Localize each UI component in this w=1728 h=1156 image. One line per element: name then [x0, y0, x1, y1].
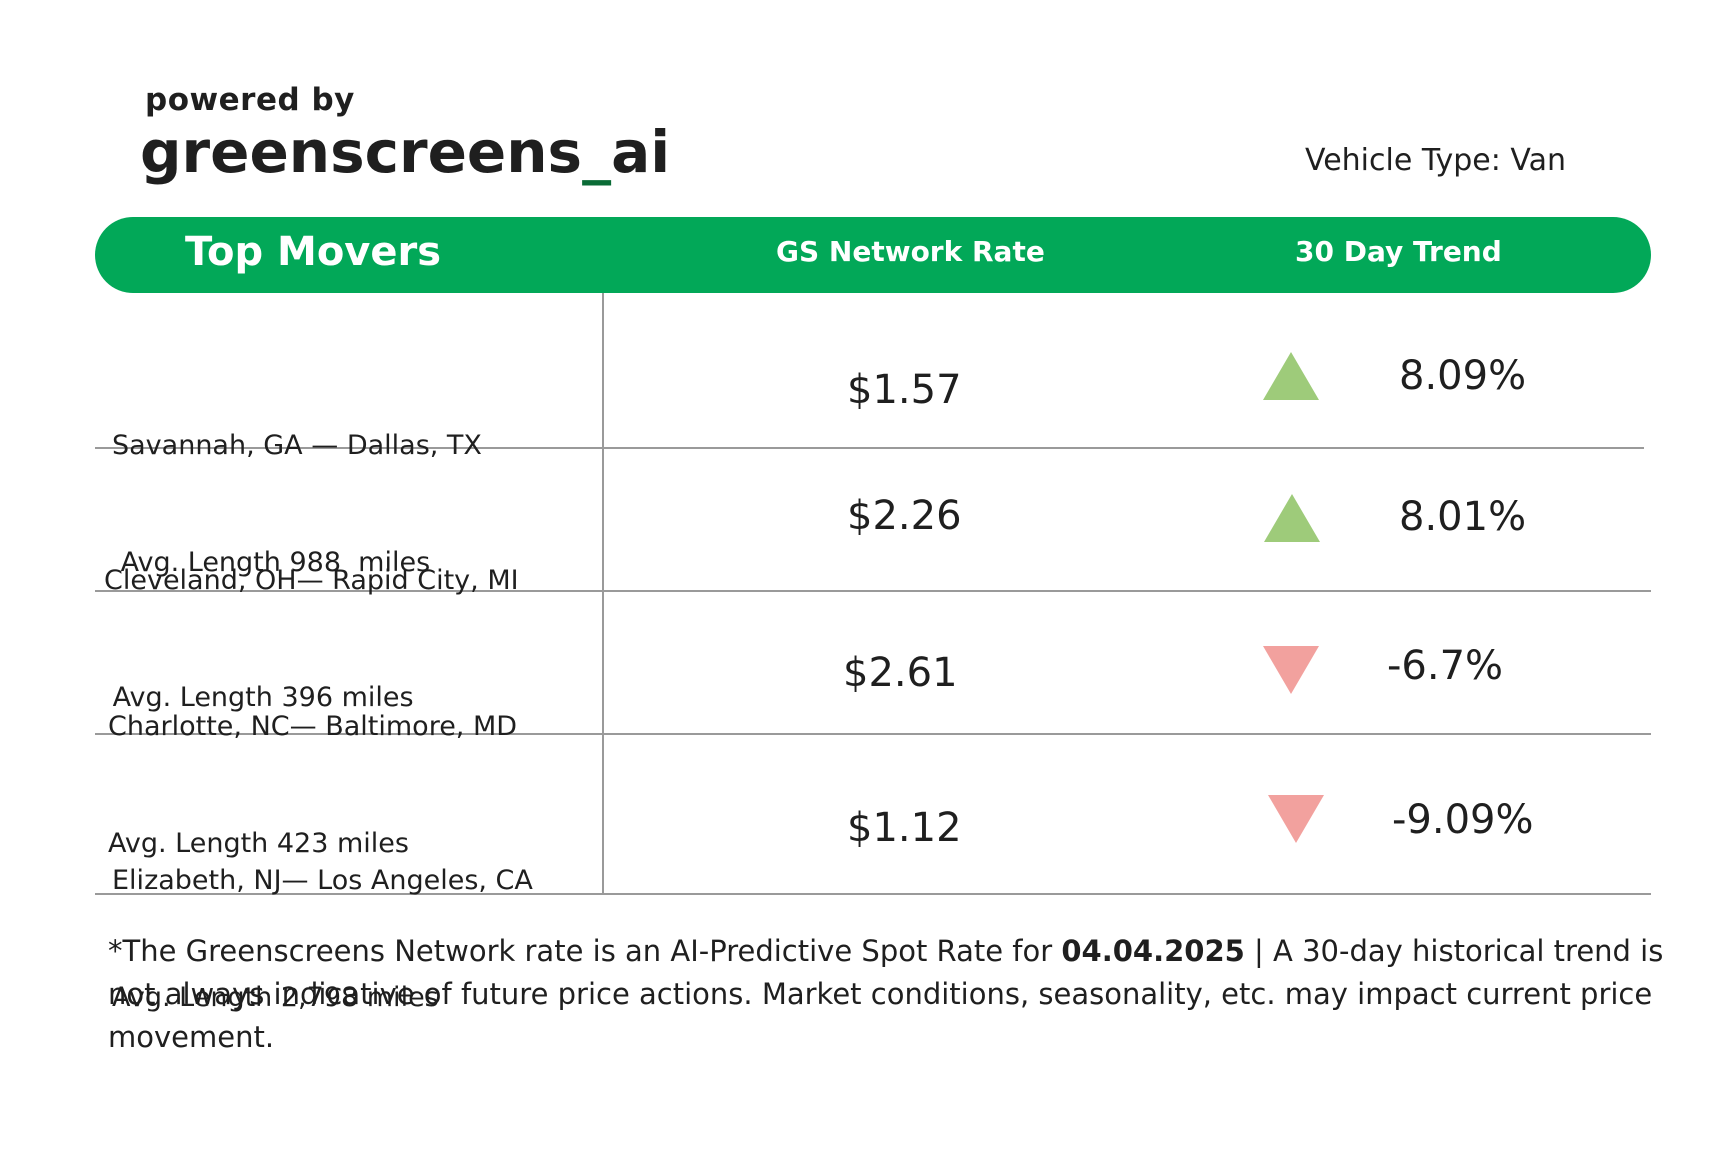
- logo-text-left: greenscreens: [140, 118, 583, 186]
- route-length: Avg. Length 396 miles: [104, 682, 414, 713]
- footnote-date: 04.04.2025: [1061, 934, 1245, 968]
- route-length: Avg. Length 2,798 miles: [112, 982, 439, 1013]
- trend-up-icon: [1263, 352, 1319, 400]
- network-rate-value: $2.61: [843, 650, 958, 696]
- row-divider: [95, 590, 1651, 592]
- route-name: Cleveland, OH— Rapid City, MI: [104, 565, 519, 596]
- footnote-text-start: *The Greenscreens Network rate is an AI-…: [108, 934, 1062, 968]
- route-name: Elizabeth, NJ— Los Angeles, CA: [112, 865, 533, 896]
- table-row: Elizabeth, NJ— Los Angeles, CA Avg. Leng…: [112, 783, 533, 1056]
- powered-by-label: powered by: [145, 82, 355, 118]
- table-row: Cleveland, OH— Rapid City, MI Avg. Lengt…: [104, 483, 519, 756]
- trend-down-icon: [1268, 795, 1324, 843]
- trend-up-icon: [1264, 494, 1320, 542]
- network-rate-value: $1.12: [847, 805, 962, 851]
- route-length: Avg. Length 423 miles: [108, 828, 409, 859]
- table-row: Charlotte, NC— Baltimore, MD Avg. Length…: [108, 629, 517, 902]
- column-divider: [602, 293, 604, 893]
- route-name: Charlotte, NC— Baltimore, MD: [108, 711, 518, 742]
- logo-underscore: _: [582, 118, 612, 186]
- trend-change-value: -6.7%: [1387, 643, 1504, 689]
- footnote-text-end: | A 30-day historical trend is not alway…: [108, 934, 1664, 1054]
- header-30-day-trend: 30 Day Trend: [1295, 235, 1502, 268]
- network-rate-value: $1.57: [847, 367, 962, 413]
- route-name: Savannah, GA — Dallas, TX: [112, 430, 482, 461]
- trend-down-icon: [1263, 646, 1319, 694]
- disclaimer-footnote: *The Greenscreens Network rate is an AI-…: [108, 930, 1668, 1059]
- row-divider: [95, 893, 1651, 895]
- route-length: Avg. Length 988 miles: [112, 547, 431, 578]
- header-top-movers: Top Movers: [185, 229, 442, 275]
- table-header: Top Movers GS Network Rate 30 Day Trend: [95, 217, 1651, 293]
- header-network-rate: GS Network Rate: [776, 235, 1045, 268]
- table-row: Savannah, GA — Dallas, TX Avg. Length 98…: [112, 348, 482, 621]
- trend-change-value: 8.09%: [1399, 353, 1527, 399]
- logo-text-right: ai: [611, 118, 671, 186]
- vehicle-type-label: Vehicle Type: Van: [1305, 143, 1566, 178]
- trend-change-value: -9.09%: [1392, 797, 1534, 843]
- trend-change-value: 8.01%: [1399, 494, 1527, 540]
- greenscreens-logo: greenscreens_ai: [140, 118, 670, 186]
- row-divider: [95, 733, 1651, 735]
- network-rate-value: $2.26: [847, 493, 962, 539]
- row-divider: [95, 447, 1644, 449]
